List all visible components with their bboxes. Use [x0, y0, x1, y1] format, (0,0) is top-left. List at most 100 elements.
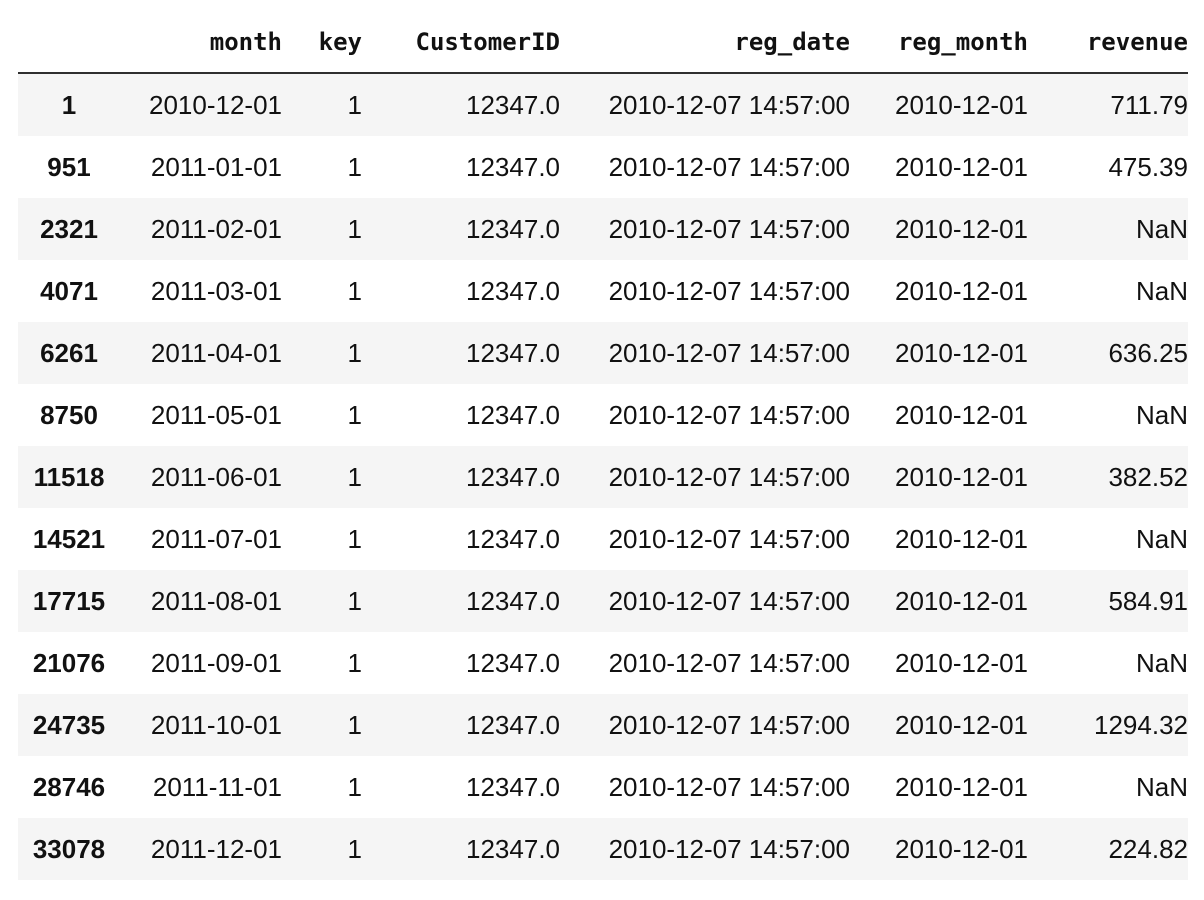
table-row: 17715 2011-08-01 1 12347.0 2010-12-07 14:57:…: [18, 570, 1188, 632]
row-index: 24735: [32, 709, 106, 740]
cell-reg-month: 2010-12-01: [895, 213, 1028, 244]
row-index: 8750: [40, 399, 98, 430]
cell-month: 2011-01-01: [150, 151, 282, 182]
cell-revenue: NaN: [1135, 399, 1188, 430]
cell-reg-month: 2010-12-01: [895, 833, 1028, 864]
row-index: 1: [61, 89, 77, 120]
cell-revenue: 711.79: [1110, 89, 1188, 120]
cell-key: 1: [347, 647, 362, 678]
cell-revenue: NaN: [1135, 523, 1188, 554]
cell-reg-month: 2010-12-01: [895, 337, 1028, 368]
cell-revenue: NaN: [1135, 275, 1188, 306]
cell-revenue: 475.39: [1108, 151, 1188, 182]
cell-month: 2010-12-01: [149, 89, 282, 120]
column-header-reg-date: reg_date: [560, 12, 850, 74]
cell-reg-date: 2010-12-07 14:57:00: [608, 461, 850, 492]
row-index: 6261: [40, 337, 98, 368]
row-index: 21076: [32, 647, 106, 678]
row-index: 2321: [40, 213, 98, 244]
cell-key: 1: [347, 151, 362, 182]
cell-customer-id: 12347.0: [466, 771, 560, 802]
cell-key: 1: [347, 523, 362, 554]
cell-customer-id: 12347.0: [466, 461, 560, 492]
cell-month: 2011-03-01: [150, 275, 282, 306]
column-header-index: [18, 12, 120, 74]
cell-reg-month: 2010-12-01: [895, 151, 1028, 182]
table-row: 11518 2011-06-01 1 12347.0 2010-12-07 14:57:…: [18, 446, 1188, 508]
cell-revenue: NaN: [1135, 213, 1188, 244]
column-header-reg-month: reg_month: [850, 12, 1028, 74]
row-index: 11518: [33, 461, 105, 492]
table-row: 24735 2011-10-01 1 12347.0 2010-12-07 14:57:…: [18, 694, 1188, 756]
cell-customer-id: 12347.0: [466, 585, 560, 616]
cell-month: 2011-06-01: [150, 461, 282, 492]
cell-reg-date: 2010-12-07 14:57:00: [608, 337, 850, 368]
cell-customer-id: 12347.0: [466, 647, 560, 678]
cell-key: 1: [347, 461, 362, 492]
cell-reg-date: 2010-12-07 14:57:00: [608, 709, 850, 740]
table-row: 14521 2011-07-01 1 12347.0 2010-12-07 14:57:…: [18, 508, 1188, 570]
cell-key: 1: [347, 585, 362, 616]
dataframe-table: month key CustomerID reg_date reg_month …: [18, 12, 1188, 880]
dataframe-output: month key CustomerID reg_date reg_month …: [18, 12, 1188, 880]
cell-reg-month: 2010-12-01: [895, 771, 1028, 802]
cell-key: 1: [347, 275, 362, 306]
cell-revenue: 382.52: [1108, 461, 1188, 492]
cell-reg-month: 2010-12-01: [895, 709, 1028, 740]
table-row: 21076 2011-09-01 1 12347.0 2010-12-07 14:57:…: [18, 632, 1188, 694]
cell-key: 1: [347, 833, 362, 864]
cell-reg-month: 2010-12-01: [895, 461, 1028, 492]
cell-customer-id: 12347.0: [466, 89, 560, 120]
header-row: month key CustomerID reg_date reg_month …: [18, 12, 1188, 74]
cell-customer-id: 12347.0: [466, 399, 560, 430]
cell-reg-month: 2010-12-01: [895, 399, 1028, 430]
cell-reg-month: 2010-12-01: [895, 647, 1028, 678]
cell-reg-date: 2010-12-07 14:57:00: [608, 399, 850, 430]
column-header-month: month: [120, 12, 282, 74]
table-row: 4071 2011-03-01 1 12347.0 2010-12-07 14:57:0…: [18, 260, 1188, 322]
cell-month: 2011-08-01: [150, 585, 282, 616]
cell-revenue: 636.25: [1108, 337, 1188, 368]
table-body: 1 2010-12-01 1 12347.0 2010-12-07 14:57:00 20…: [18, 73, 1188, 880]
cell-month: 2011-05-01: [150, 399, 282, 430]
table-header: month key CustomerID reg_date reg_month …: [18, 12, 1188, 74]
row-index: 14521: [32, 523, 106, 554]
table-row: 28746 2011-11-01 1 12347.0 2010-12-07 14:57:…: [18, 756, 1188, 818]
cell-reg-month: 2010-12-01: [895, 275, 1028, 306]
cell-reg-month: 2010-12-01: [895, 89, 1028, 120]
cell-key: 1: [347, 337, 362, 368]
row-index: 4071: [40, 275, 98, 306]
row-index: 28746: [32, 771, 106, 802]
cell-reg-date: 2010-12-07 14:57:00: [608, 213, 850, 244]
cell-key: 1: [347, 771, 362, 802]
cell-revenue: NaN: [1135, 771, 1188, 802]
cell-customer-id: 12347.0: [466, 833, 560, 864]
cell-key: 1: [347, 89, 362, 120]
cell-month: 2011-11-01: [152, 771, 282, 802]
cell-revenue: NaN: [1135, 647, 1188, 678]
cell-month: 2011-10-01: [150, 709, 282, 740]
cell-month: 2011-09-01: [150, 647, 282, 678]
cell-customer-id: 12347.0: [466, 709, 560, 740]
column-header-customer-id: CustomerID: [362, 12, 560, 74]
cell-revenue: 224.82: [1108, 833, 1188, 864]
cell-key: 1: [347, 709, 362, 740]
cell-reg-month: 2010-12-01: [895, 585, 1028, 616]
cell-customer-id: 12347.0: [466, 151, 560, 182]
cell-reg-date: 2010-12-07 14:57:00: [608, 833, 850, 864]
table-row: 6261 2011-04-01 1 12347.0 2010-12-07 14:57:0…: [18, 322, 1188, 384]
cell-reg-date: 2010-12-07 14:57:00: [608, 585, 850, 616]
cell-reg-date: 2010-12-07 14:57:00: [608, 151, 850, 182]
table-row: 1 2010-12-01 1 12347.0 2010-12-07 14:57:00 20…: [18, 73, 1188, 136]
table-row: 951 2011-01-01 1 12347.0 2010-12-07 14:57:00…: [18, 136, 1188, 198]
column-header-key: key: [282, 12, 362, 74]
row-index: 17715: [32, 585, 106, 616]
cell-reg-date: 2010-12-07 14:57:00: [608, 523, 850, 554]
cell-month: 2011-07-01: [150, 523, 282, 554]
cell-month: 2011-12-01: [150, 833, 282, 864]
cell-month: 2011-04-01: [150, 337, 282, 368]
cell-reg-month: 2010-12-01: [895, 523, 1028, 554]
table-row: 8750 2011-05-01 1 12347.0 2010-12-07 14:57:0…: [18, 384, 1188, 446]
cell-key: 1: [347, 213, 362, 244]
cell-month: 2011-02-01: [150, 213, 282, 244]
